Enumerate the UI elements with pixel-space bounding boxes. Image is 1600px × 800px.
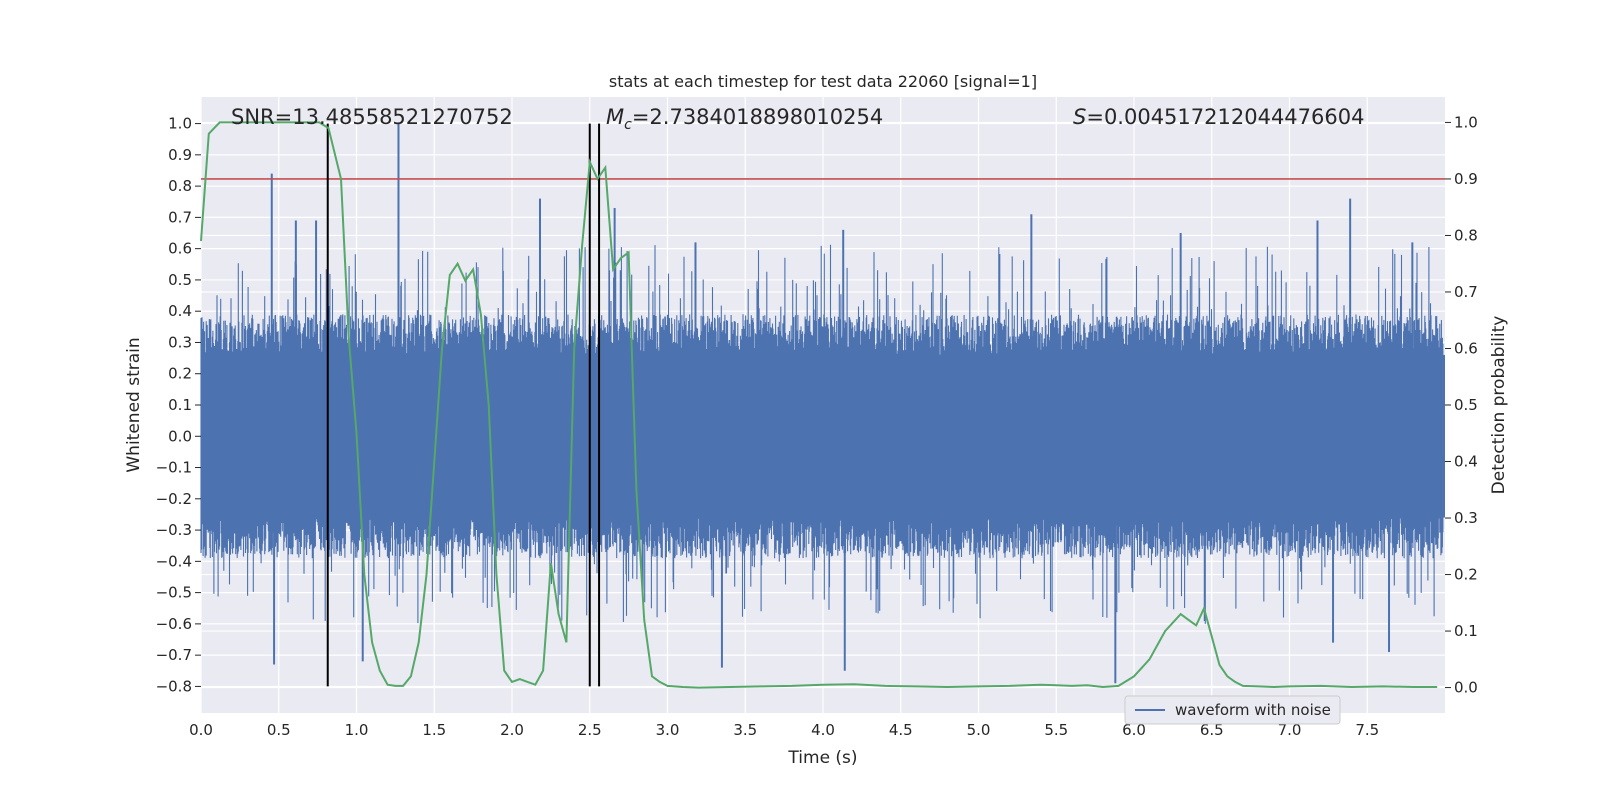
y-right-tick-label: 0.0 <box>1454 679 1478 697</box>
y-right-tick-label: 0.3 <box>1454 509 1478 527</box>
probability-line <box>200 121 1438 689</box>
y-left-tick-label: −0.2 <box>156 490 192 508</box>
y-left-tick-label: 0.0 <box>168 427 192 445</box>
y-right-tick-label: 0.5 <box>1454 396 1478 414</box>
x-tick-labels: 0.0 0.5 1.0 1.5 2.0 2.5 3.0 3.5 4.0 4.5 5.0 5.5 6.0 6… <box>189 721 1379 739</box>
y-left-tick-label: −0.3 <box>156 521 192 539</box>
y-left-tick-label: 0.1 <box>168 396 192 414</box>
x-tick-label: 5.0 <box>967 721 991 739</box>
y-right-tick-label: 0.2 <box>1454 566 1478 584</box>
y-right-tick-label: 0.9 <box>1454 170 1478 188</box>
y-left-tick-label: −0.5 <box>156 584 192 602</box>
x-tick-label: 6.0 <box>1122 721 1146 739</box>
y-right-tick-label: 0.8 <box>1454 226 1478 244</box>
y-left-tick-label: 0.8 <box>168 177 192 195</box>
y-left-tick-label: 0.3 <box>168 333 192 351</box>
y-left-tick-label: −0.8 <box>156 677 192 695</box>
x-tick-label: 7.5 <box>1355 721 1379 739</box>
x-tick-label: 4.0 <box>811 721 835 739</box>
y-right-tick-label: 0.1 <box>1454 622 1478 640</box>
x-axis-label: Time (s) <box>787 748 857 768</box>
y-right-tick-label: 1.0 <box>1454 113 1478 131</box>
x-tick-label: 5.5 <box>1044 721 1068 739</box>
mc-annotation: Mc=2.7384018898010254 <box>606 105 883 133</box>
x-tick-label: 0.0 <box>189 721 213 739</box>
probability-series <box>200 121 1438 689</box>
legend-label: waveform with noise <box>1175 701 1331 719</box>
y-left-tick-label: 0.2 <box>168 365 192 383</box>
x-tick-label: 3.0 <box>656 721 680 739</box>
y-left-tick-labels: 1.0 0.9 0.8 0.7 0.6 0.5 0.4 0.3 0.2 0.1 0.0 −0.1 −0.… <box>156 115 201 695</box>
x-tick-label: 2.5 <box>578 721 602 739</box>
legend: waveform with noise <box>1124 695 1341 725</box>
y-left-tick-label: −0.1 <box>156 459 192 477</box>
x-tick-label: 3.5 <box>733 721 757 739</box>
x-tick-label: 0.5 <box>267 721 291 739</box>
y-left-tick-label: 0.5 <box>168 271 192 289</box>
s-annotation: S=0.004517212044476604 <box>1073 105 1364 129</box>
y-left-tick-label: −0.7 <box>156 646 192 664</box>
x-tick-label: 4.5 <box>889 721 913 739</box>
x-tick-label: 1.0 <box>345 721 369 739</box>
y-left-axis-label: Whitened strain <box>124 337 144 472</box>
y-left-tick-label: −0.4 <box>156 552 192 570</box>
chart-title: stats at each timestep for test data 220… <box>609 72 1037 91</box>
y-right-tick-labels: 1.0 0.9 0.8 0.7 0.6 0.5 0.4 0.3 0.2 0.1 0.0 <box>1445 113 1478 697</box>
x-tick-label: 1.5 <box>422 721 446 739</box>
waveform-band <box>201 354 1445 518</box>
y-left-tick-label: 0.7 <box>168 208 192 226</box>
trigger-lines <box>326 123 601 687</box>
legend-box <box>1124 695 1341 725</box>
y-right-tick-label: 0.4 <box>1454 453 1478 471</box>
y-left-tick-label: 0.6 <box>168 240 192 258</box>
y-left-tick-label: −0.6 <box>156 615 192 633</box>
x-tick-label: 2.0 <box>500 721 524 739</box>
waveform-series <box>200 123 1445 684</box>
y-left-tick-label: 0.4 <box>168 302 192 320</box>
y-left-tick-label: 1.0 <box>168 115 192 133</box>
y-right-tick-label: 0.7 <box>1454 283 1478 301</box>
x-tick-label: 6.5 <box>1200 721 1224 739</box>
snr-annotation: SNR=13.48558521270752 <box>231 105 513 129</box>
x-tick-label: 7.0 <box>1278 721 1302 739</box>
y-left-tick-label: 0.9 <box>168 146 192 164</box>
y-right-tick-label: 0.6 <box>1454 339 1478 357</box>
y-right-axis-label: Detection probability <box>1489 316 1509 495</box>
